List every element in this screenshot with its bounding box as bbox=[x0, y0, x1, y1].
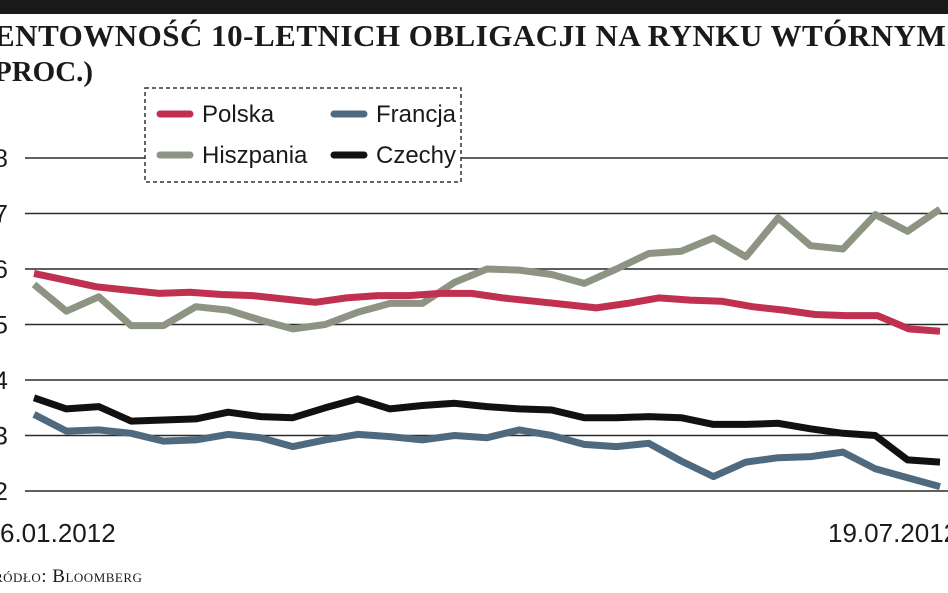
legend-label-polska: Polska bbox=[202, 101, 275, 128]
top-bar bbox=[0, 0, 948, 14]
source-note: ródło: Bloomberg bbox=[0, 566, 143, 587]
series-line-polska bbox=[33, 269, 941, 335]
legend-label-hiszpania: Hiszpania bbox=[202, 142, 308, 169]
y-tick-label: 8 bbox=[0, 145, 8, 173]
legend-label-czechy: Czechy bbox=[376, 142, 456, 169]
series-line-czechy bbox=[32, 394, 941, 466]
y-axis-ticks: 2 3 4 5 6 7 8 bbox=[0, 145, 8, 506]
y-tick-label: 3 bbox=[0, 423, 8, 451]
series-line-hiszpania bbox=[31, 206, 942, 333]
legend: Polska Francja Hiszpania Czechy bbox=[144, 87, 462, 183]
legend-label-francja: Francja bbox=[376, 101, 457, 128]
x-start-label: 6.01.2012 bbox=[0, 518, 116, 548]
series-lines bbox=[31, 206, 942, 490]
y-tick-label: 7 bbox=[0, 201, 8, 229]
y-tick-label: 5 bbox=[0, 312, 8, 340]
y-tick-label: 4 bbox=[0, 367, 8, 395]
legend-box bbox=[144, 87, 462, 183]
chart-unit: PROC.) bbox=[0, 56, 94, 88]
chart-title: ENTOWNOŚĆ 10-LETNICH OBLIGACJI NA RYNKU … bbox=[0, 18, 947, 53]
x-end-label: 19.07.2012 bbox=[828, 518, 948, 548]
series-line-francja bbox=[32, 411, 941, 490]
y-tick-label: 2 bbox=[0, 478, 8, 506]
y-tick-label: 6 bbox=[0, 256, 8, 284]
